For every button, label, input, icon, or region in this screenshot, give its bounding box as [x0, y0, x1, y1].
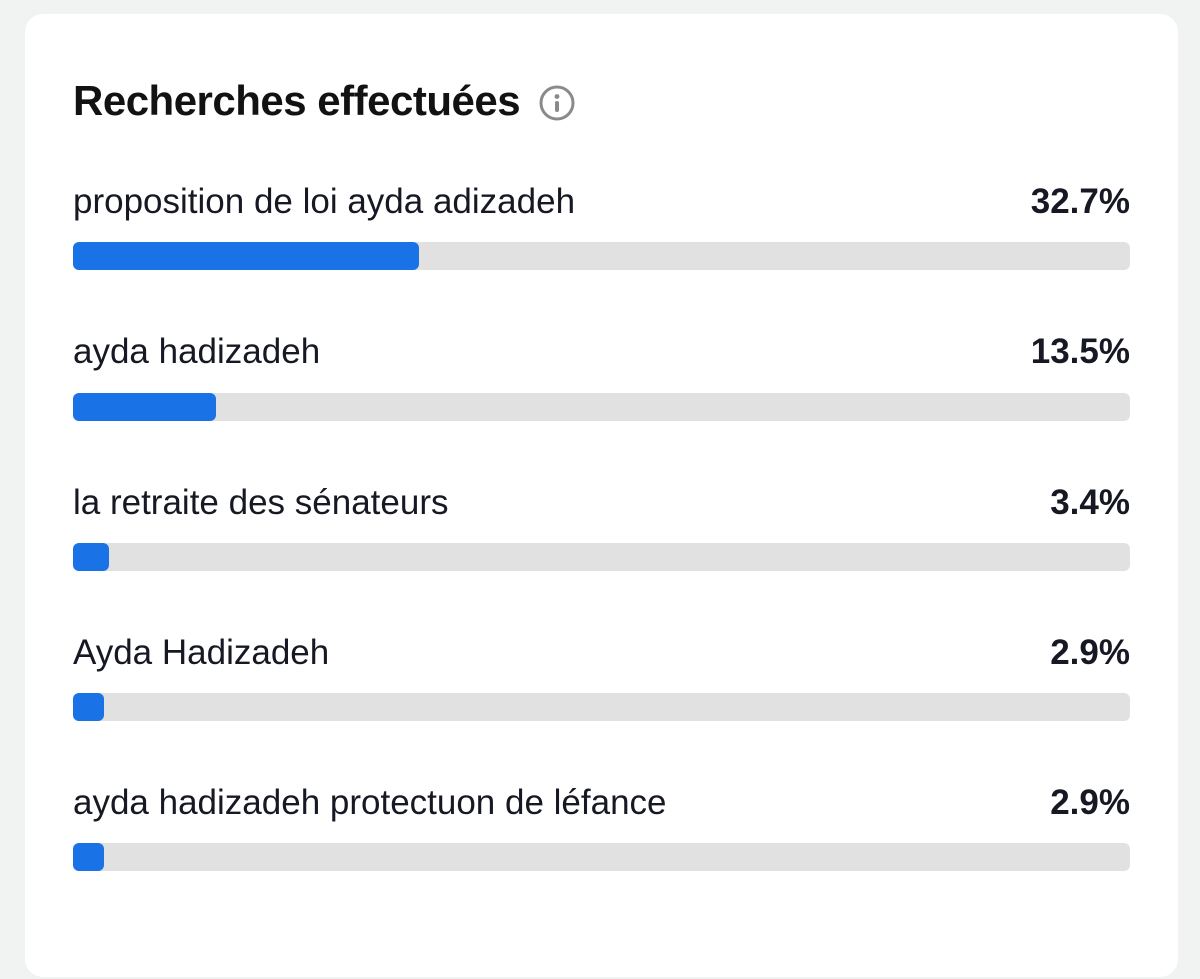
search-term-percentage: 13.5%: [1030, 332, 1130, 372]
search-term-percentage: 32.7%: [1030, 182, 1130, 222]
search-term-head: Ayda Hadizadeh 2.9%: [73, 633, 1130, 673]
progress-bar-track: [73, 242, 1130, 271]
search-term-head: ayda hadizadeh 13.5%: [73, 332, 1130, 372]
search-term-head: proposition de loi ayda adizadeh 32.7%: [73, 182, 1130, 222]
progress-bar-fill: [73, 392, 216, 421]
card-header: Recherches effectuées: [73, 77, 1130, 124]
progress-bar-track: [73, 693, 1130, 722]
search-term-head: la retraite des sénateurs 3.4%: [73, 483, 1130, 523]
search-term-label: ayda hadizadeh protectuon de léfance: [73, 783, 667, 823]
search-term-label: proposition de loi ayda adizadeh: [73, 182, 576, 222]
search-term-row: Ayda Hadizadeh 2.9%: [73, 633, 1130, 722]
search-term-row: ayda hadizadeh protectuon de léfance 2.9…: [73, 783, 1130, 872]
search-term-row: ayda hadizadeh 13.5%: [73, 332, 1130, 421]
progress-bar-fill: [73, 843, 104, 872]
searches-performed-card: Recherches effectuées proposition de loi…: [25, 14, 1178, 977]
info-icon-glyph: [539, 85, 575, 121]
progress-bar-track: [73, 542, 1130, 571]
search-term-percentage: 2.9%: [1050, 632, 1130, 672]
search-terms-list: proposition de loi ayda adizadeh 32.7% a…: [73, 182, 1130, 872]
search-term-percentage: 2.9%: [1050, 783, 1130, 823]
search-term-percentage: 3.4%: [1050, 482, 1130, 522]
progress-bar-fill: [73, 693, 104, 722]
search-term-head: ayda hadizadeh protectuon de léfance 2.9…: [73, 783, 1130, 823]
info-icon[interactable]: [538, 84, 576, 122]
progress-bar-fill: [73, 542, 109, 571]
search-term-label: ayda hadizadeh: [73, 332, 321, 372]
search-term-row: proposition de loi ayda adizadeh 32.7%: [73, 182, 1130, 271]
search-term-label: la retraite des sénateurs: [73, 482, 449, 522]
progress-bar-track: [73, 392, 1130, 421]
progress-bar-fill: [73, 242, 419, 271]
search-term-label: Ayda Hadizadeh: [73, 632, 330, 672]
search-term-row: la retraite des sénateurs 3.4%: [73, 483, 1130, 571]
card-title: Recherches effectuées: [73, 77, 521, 124]
progress-bar-track: [73, 843, 1130, 872]
